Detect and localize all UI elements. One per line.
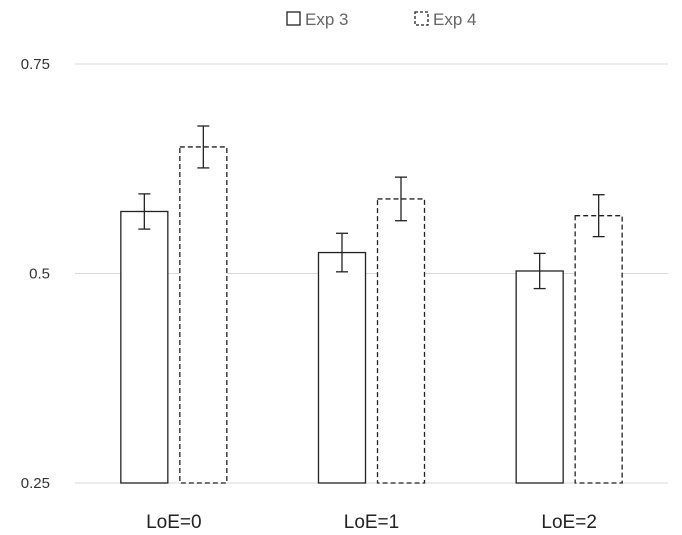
error-bar-exp4-0 <box>197 125 210 169</box>
bar-exp3-2 <box>515 270 564 484</box>
y-axis-ticks: 0.25 0.5 0.75 <box>21 56 50 492</box>
bar-exp4-0 <box>179 146 228 484</box>
legend-swatch-exp4 <box>414 11 429 26</box>
legend-label-exp4: Exp 4 <box>433 10 476 29</box>
y-tick-label-1: 0.5 <box>29 266 50 283</box>
bar-exp3-1 <box>317 251 367 484</box>
x-tick-label-1: LoE=1 <box>344 512 399 533</box>
bar-exp4-2 <box>574 215 623 484</box>
error-bar-exp3-0 <box>138 193 151 230</box>
error-bar-exp3-1 <box>336 232 348 273</box>
gridlines <box>75 63 668 484</box>
error-bar-exp3-2 <box>533 252 546 290</box>
legend: Exp 3 Exp 4 <box>286 10 476 29</box>
legend-label-exp3: Exp 3 <box>305 10 348 29</box>
bar-exp3-0 <box>120 210 169 484</box>
error-bar-exp4-1 <box>395 176 407 222</box>
y-tick-label-2: 0.75 <box>21 56 50 73</box>
x-axis-labels: LoE=0 LoE=1 LoE=2 <box>146 512 597 533</box>
x-tick-label-0: LoE=0 <box>146 512 201 533</box>
bar-exp4-1 <box>376 198 426 484</box>
legend-swatch-exp3 <box>286 11 301 26</box>
x-tick-label-2: LoE=2 <box>541 512 596 533</box>
y-tick-label-0: 0.25 <box>21 475 50 492</box>
bars <box>120 125 623 484</box>
error-bar-exp4-2 <box>592 194 605 238</box>
